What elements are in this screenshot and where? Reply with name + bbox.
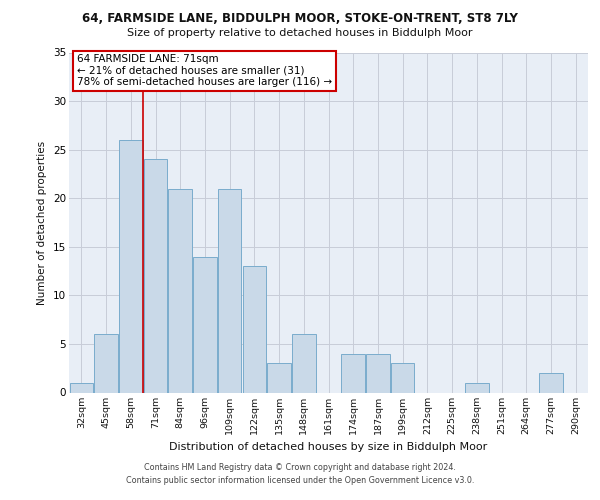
Bar (193, 256, 217, 392)
X-axis label: Distribution of detached houses by size in Biddulph Moor: Distribution of detached houses by size … (169, 442, 488, 452)
Bar (169, 188, 192, 392)
Bar (94, 334, 118, 392)
Bar (341, 354, 365, 393)
Bar (465, 383, 488, 392)
Text: 64, FARMSIDE LANE, BIDDULPH MOOR, STOKE-ON-TRENT, ST8 7LY: 64, FARMSIDE LANE, BIDDULPH MOOR, STOKE-… (82, 12, 518, 26)
Bar (539, 373, 563, 392)
Y-axis label: Number of detached properties: Number of detached properties (37, 140, 47, 304)
Bar (366, 354, 389, 393)
Text: Size of property relative to detached houses in Biddulph Moor: Size of property relative to detached ho… (127, 28, 473, 38)
Bar (391, 364, 415, 392)
Bar (268, 364, 291, 392)
Bar (119, 140, 143, 392)
Text: Contains public sector information licensed under the Open Government Licence v3: Contains public sector information licen… (126, 476, 474, 485)
Bar (242, 266, 266, 392)
Text: Contains HM Land Registry data © Crown copyright and database right 2024.: Contains HM Land Registry data © Crown c… (144, 464, 456, 472)
Text: 64 FARMSIDE LANE: 71sqm
← 21% of detached houses are smaller (31)
78% of semi-de: 64 FARMSIDE LANE: 71sqm ← 21% of detache… (77, 54, 332, 88)
Bar (292, 334, 316, 392)
Bar (218, 188, 241, 392)
Bar (144, 160, 167, 392)
Bar (70, 383, 93, 392)
